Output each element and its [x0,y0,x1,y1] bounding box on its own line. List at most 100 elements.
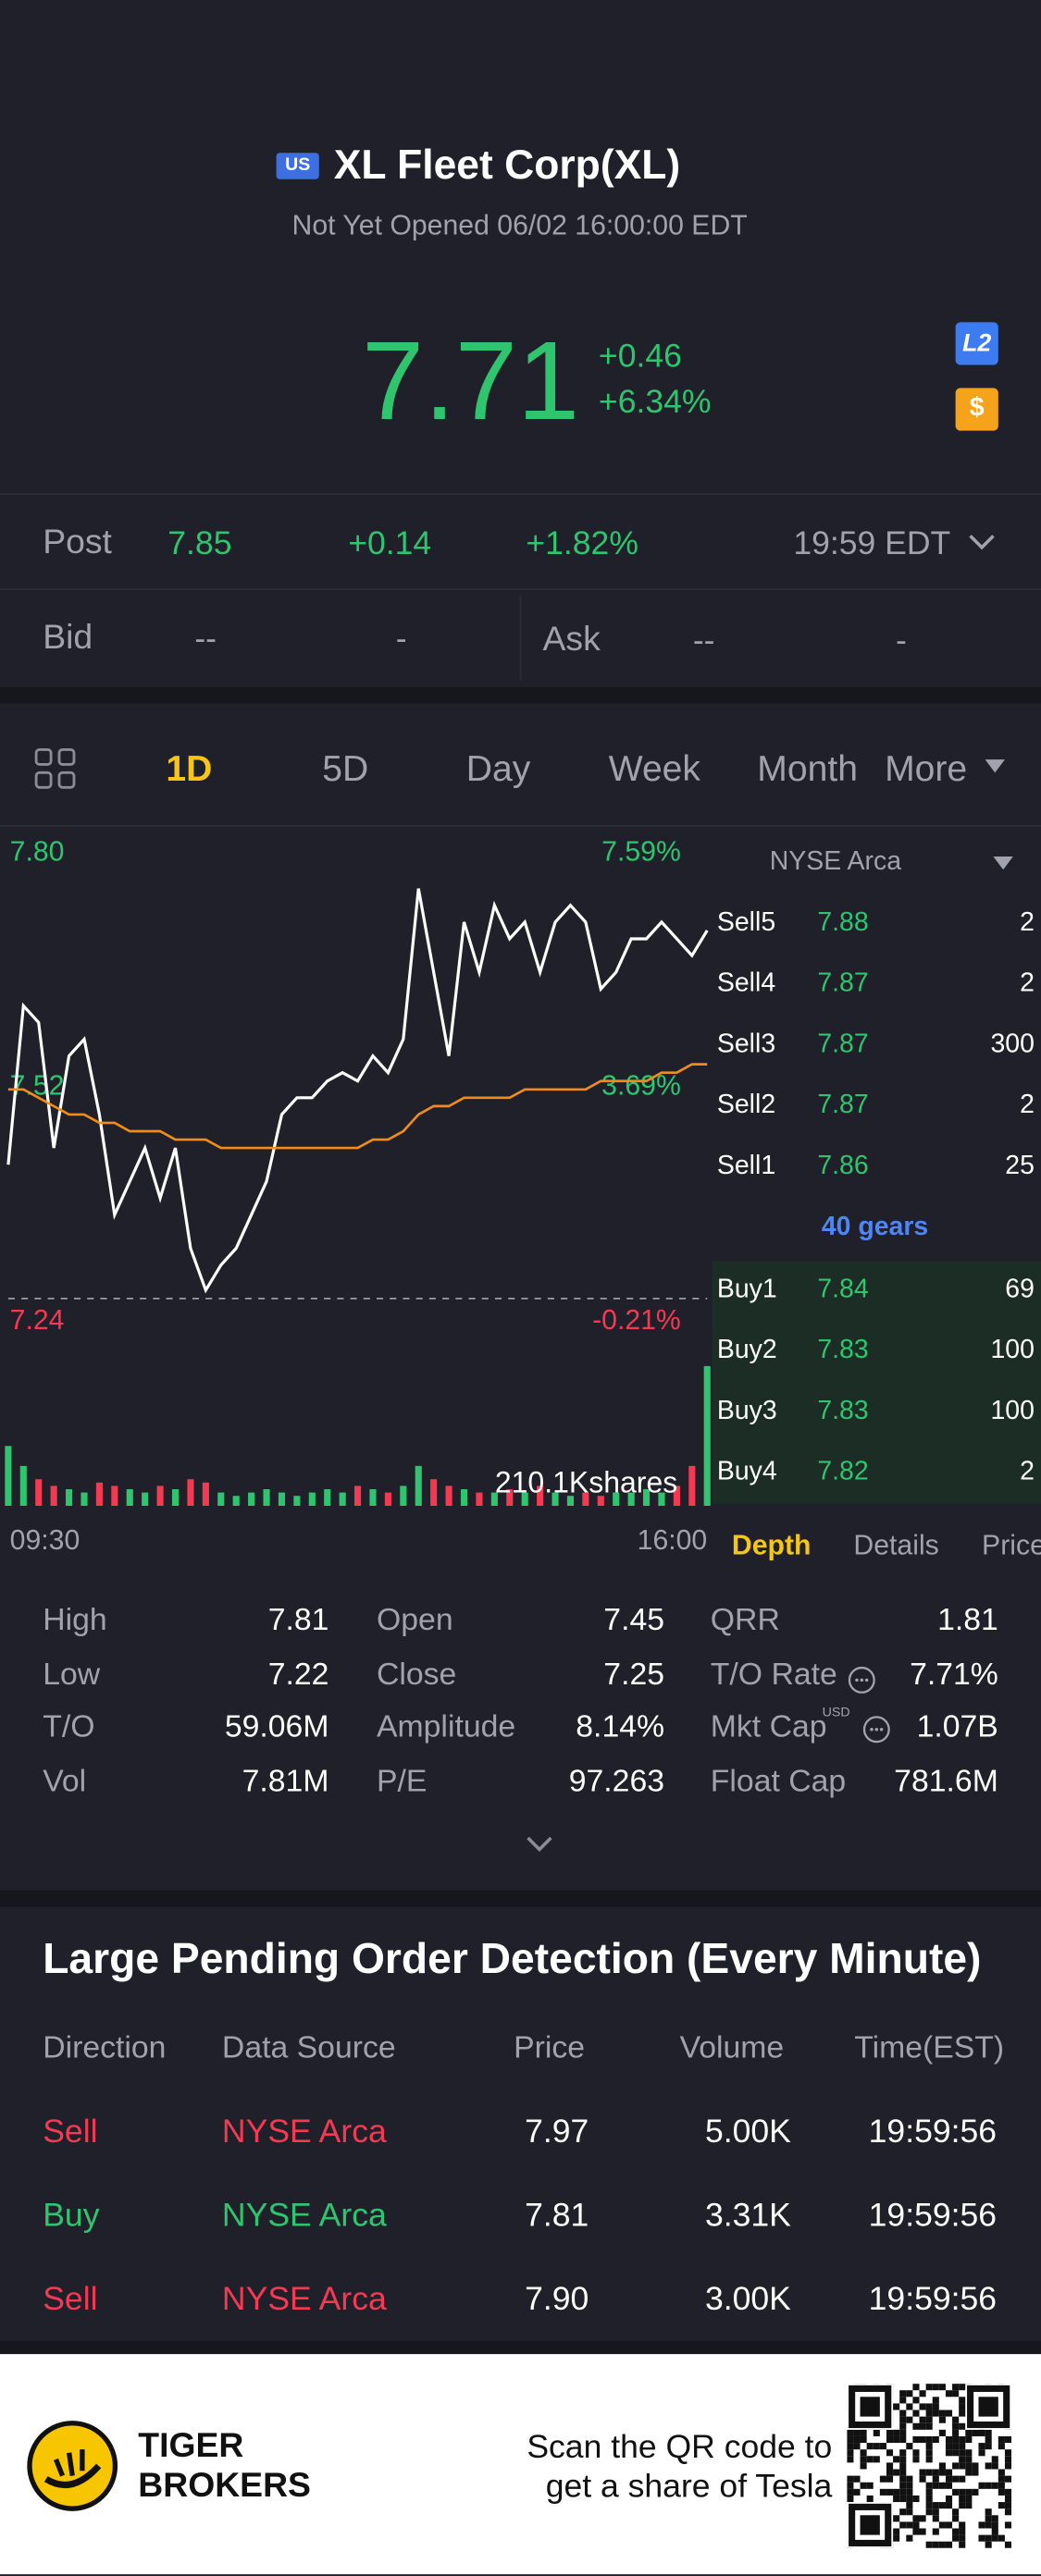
caret[interactable] [992,853,1015,872]
y2-tick-label: 7.59% [601,836,681,867]
qr-module [959,2528,966,2535]
qr-module [899,2435,907,2444]
qr-module [959,2410,966,2417]
qr-module [998,2482,1005,2489]
qr-module [925,2435,933,2444]
qr-module [886,2488,894,2496]
stat-value: 8.14% [576,1710,665,1745]
qr-module [945,2495,953,2503]
qr-module [952,2534,960,2542]
divider [0,493,1041,495]
qr-module [893,2515,900,2522]
stat-value: 59.06M [224,1710,329,1745]
chevron[interactable] [967,529,997,555]
l2-label: L2 [962,329,992,358]
volume-bar [688,1465,696,1507]
qr-module [959,2435,966,2444]
qr-module [853,2488,861,2496]
book-tab[interactable]: Price [982,1531,1041,1559]
book-price: 7.84 [817,1276,869,1304]
ask-price: -- [692,622,715,659]
dollar-icon[interactable] [955,388,998,431]
volume-bar [445,1485,452,1507]
l2-icon[interactable] [955,322,998,365]
qr-module [925,2456,933,2463]
qr-module [912,2515,920,2522]
qr-module [847,2429,854,2436]
period-tab[interactable]: Day [465,747,531,790]
qr-module [1004,2521,1012,2529]
book-size: 25 [1005,1152,1035,1181]
qr-module [998,2475,1005,2483]
qr-module [860,2515,880,2535]
stat-label: T/O Rate [710,1657,837,1692]
book-tab[interactable]: Depth [731,1529,812,1561]
qr-module [978,2429,985,2436]
qr-module [906,2488,913,2496]
qr-module [932,2482,939,2489]
period-tab[interactable]: Week [608,747,700,790]
qr-module [906,2443,913,2450]
period-tab[interactable]: More [885,747,968,790]
price-line [6,888,709,1294]
stat-label: Open [377,1603,453,1639]
qr-module [925,2508,933,2516]
volume-bar [597,1496,604,1507]
volume-bar [156,1485,164,1507]
qr-module [938,2429,946,2436]
qr-module [965,2488,973,2496]
table-header: Price [514,2030,586,2066]
qr-module [952,2443,960,2450]
book-price: 7.82 [817,1458,869,1486]
qr-module [899,2449,907,2457]
info-icon[interactable] [846,1664,879,1697]
stock-title: XL Fleet Corp(XL) [333,142,681,189]
qr-module [899,2521,907,2529]
qr-module [860,2397,880,2417]
qr-module [952,2384,960,2391]
volume-bar [551,1492,559,1507]
stat-label: High [43,1603,107,1639]
qr-module [991,2482,998,2489]
bid-size: - [395,621,407,658]
qr-module [978,2449,985,2457]
qr-module [932,2410,939,2417]
table-header: Direction [43,2030,167,2066]
table-cell: Buy [43,2198,100,2235]
divider [0,825,1041,827]
book-tab[interactable]: Details [853,1529,939,1561]
table-cell: 5.00K [704,2114,791,2151]
post-price: 7.85 [167,525,232,562]
qr-module [932,2469,939,2476]
qr-module [965,2435,973,2444]
volume-bar [384,1492,391,1507]
qr-module [893,2435,900,2444]
volume-bar [643,1489,651,1507]
period-tab[interactable]: Month [757,747,859,790]
info-icon[interactable] [861,1713,894,1746]
period-tab[interactable]: 1D [166,747,213,790]
qr-module [938,2384,946,2391]
qr-module [945,2410,953,2417]
caret[interactable] [984,757,1007,776]
qr-module [919,2422,926,2430]
volume-bar [415,1465,422,1507]
qr-module [860,2429,867,2436]
stat-label: Low [43,1657,101,1692]
qr-module [925,2449,933,2457]
period-tab[interactable]: 5D [322,747,369,790]
qr-module [893,2456,900,2463]
qr-module [985,2429,992,2436]
qr-module [1004,2449,1012,2457]
qr-module [899,2429,907,2436]
qr-module [886,2462,894,2470]
qr-module [912,2422,920,2430]
qr-module [1004,2488,1012,2496]
qr-module [965,2469,973,2476]
expand-chevron[interactable] [523,1831,556,1857]
qr-module [959,2541,966,2548]
qr-module [925,2416,933,2423]
qr-module [991,2515,998,2522]
y-tick-label: 7.24 [10,1305,65,1336]
grid-icon[interactable] [33,746,80,793]
